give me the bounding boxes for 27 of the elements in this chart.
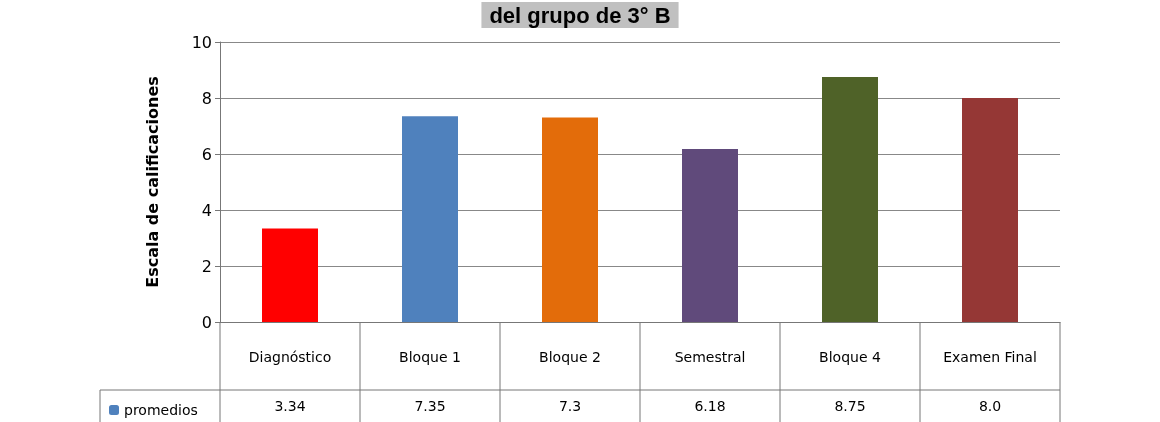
bar — [962, 98, 1018, 322]
data-label: 7.3 — [558, 398, 582, 414]
y-tick-label: 4 — [201, 200, 212, 220]
x-tick-label: Diagnóstico — [248, 349, 332, 365]
data-label: 8.75 — [834, 398, 866, 414]
y-axis-title: Escala de calificaciones — [142, 76, 162, 288]
data-label: 7.35 — [414, 398, 446, 414]
y-tick-label: 10 — [191, 32, 212, 52]
y-tick-label: 0 — [201, 312, 212, 332]
chart-title: del grupo de 3° B — [489, 2, 671, 28]
x-tick-label: Semestral — [674, 349, 746, 365]
bar — [822, 77, 878, 322]
x-tick-label: Bloque 4 — [819, 349, 881, 365]
bar — [402, 116, 458, 322]
bar — [262, 228, 318, 322]
bar — [542, 117, 598, 322]
data-label: 3.34 — [274, 398, 306, 414]
y-tick-label: 6 — [201, 144, 212, 164]
legend-label: promedios — [124, 402, 198, 418]
data-label: 6.18 — [694, 398, 726, 414]
x-tick-label: Bloque 2 — [539, 349, 601, 365]
y-tick-label: 8 — [201, 88, 212, 108]
data-label: 8.0 — [978, 398, 1002, 414]
x-tick-label: Bloque 1 — [399, 349, 461, 365]
bar — [682, 148, 738, 322]
y-tick-label: 2 — [201, 256, 212, 276]
x-tick-label: Examen Final — [943, 349, 1037, 365]
